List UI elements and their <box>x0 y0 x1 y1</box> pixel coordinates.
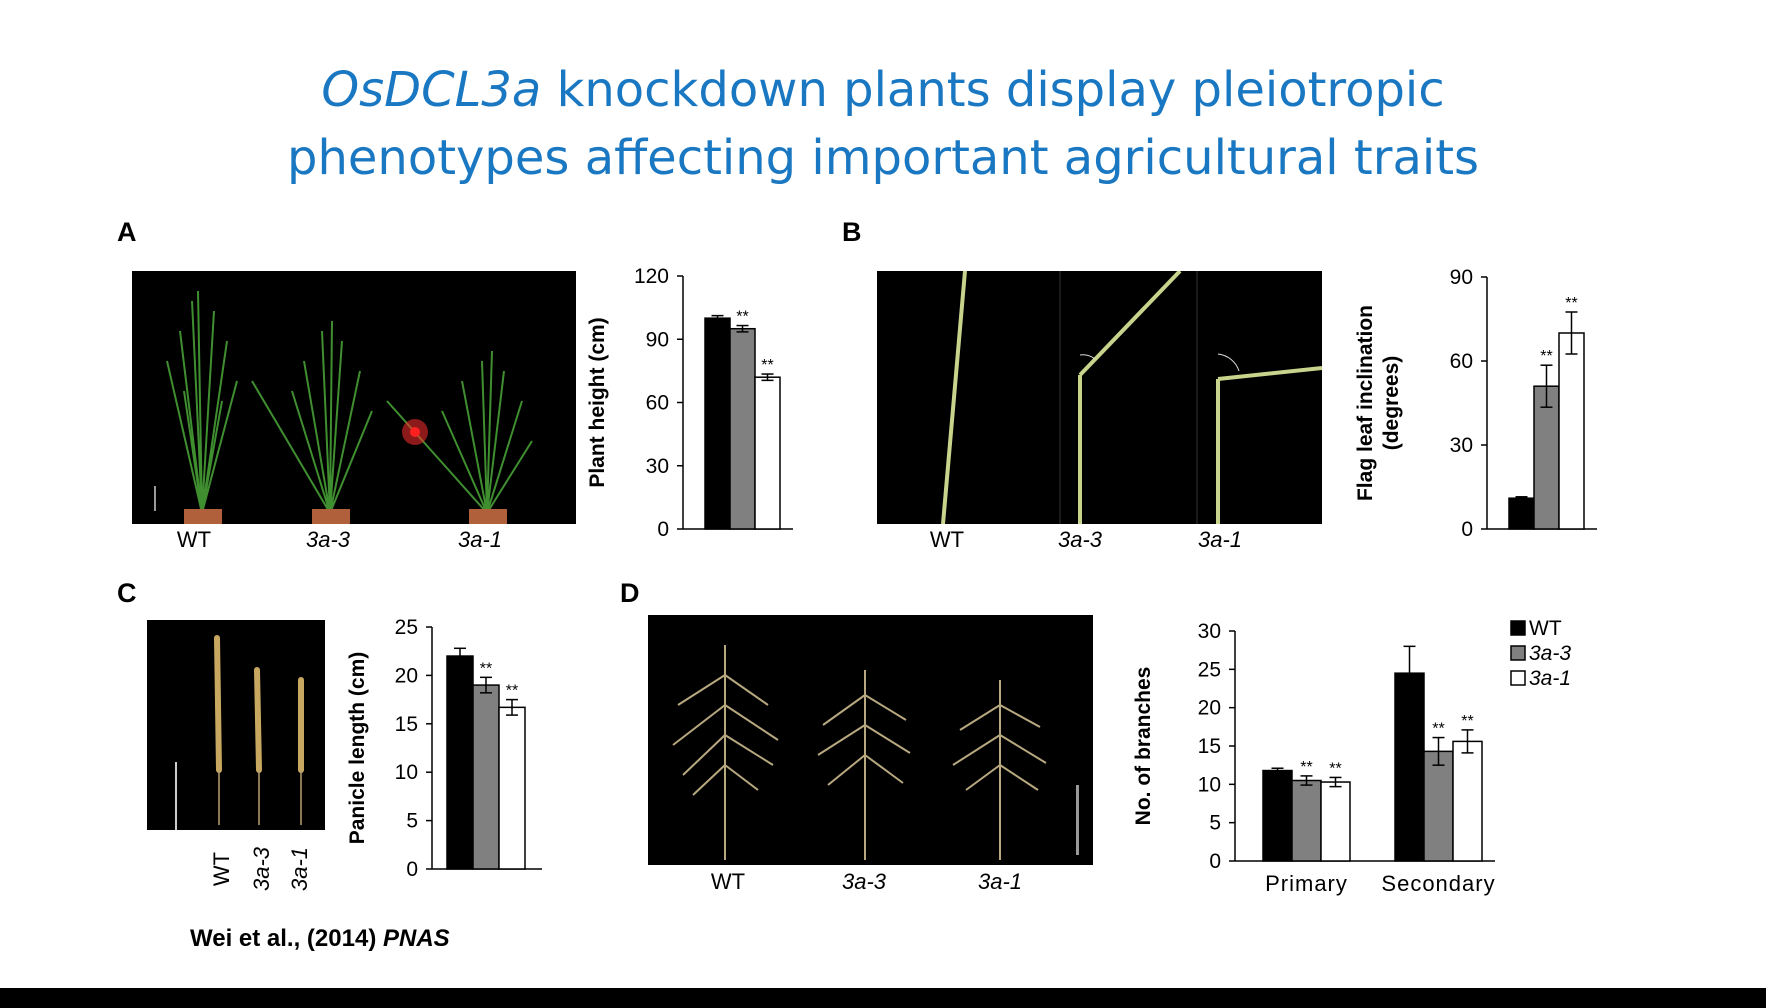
bar <box>446 655 474 870</box>
legend-swatch <box>1510 670 1526 686</box>
citation-authors: Wei et al., (2014) <box>190 925 383 952</box>
panicle-branches-image <box>672 645 1079 860</box>
y-tick-label: 20 <box>1198 697 1221 720</box>
caption-a-3a-3: 3a-3 <box>305 527 351 552</box>
y-axis-label-line-2: (degrees) <box>1380 356 1403 451</box>
significance-marker: ** <box>1300 759 1312 776</box>
significance-marker: ** <box>1461 713 1473 730</box>
caption-d-3a-1: 3a-1 <box>977 869 1023 894</box>
panel-label-a: A <box>117 217 137 247</box>
y-tick-label: 10 <box>1198 773 1221 796</box>
slide-title-line-1: OsDCL3a knockdown plants display pleiotr… <box>0 60 1766 120</box>
y-tick-label: 25 <box>1198 658 1221 681</box>
y-tick-label: 60 <box>646 392 669 415</box>
bar <box>1508 497 1535 530</box>
bar <box>1452 740 1483 862</box>
significance-marker: ** <box>761 357 773 374</box>
bar <box>1558 332 1585 530</box>
y-tick-label: 15 <box>1198 735 1221 758</box>
bottom-bar <box>0 988 1766 1008</box>
legend-label: WT <box>1529 617 1562 640</box>
caption-b-wt: WT <box>929 527 965 552</box>
y-tick-label: 15 <box>395 713 418 736</box>
y-tick-label: 0 <box>1209 850 1221 873</box>
y-tick-label: 10 <box>395 761 418 784</box>
y-tick-label: 0 <box>657 518 669 541</box>
bar <box>1394 672 1425 862</box>
y-tick-label: 90 <box>1450 266 1473 289</box>
caption-b-3a-3: 3a-3 <box>1057 527 1103 552</box>
legend-label: 3a-1 <box>1529 667 1571 690</box>
citation-journal: PNAS <box>382 925 450 952</box>
significance-marker: ** <box>1329 760 1341 777</box>
y-tick-label: 25 <box>395 616 418 639</box>
panicle-branches-photo-d <box>648 615 1093 865</box>
y-axis-label: No. of branches <box>1132 667 1155 826</box>
caption-d-3a-3: 3a-3 <box>841 869 887 894</box>
chart-panicle-length: 0 5 10 15 20 25 ** ** Panicle length (cm) <box>346 616 542 881</box>
y-tick-label: 5 <box>406 810 418 833</box>
bar <box>472 684 500 870</box>
y-tick-label: 120 <box>634 265 669 288</box>
bar <box>729 327 756 530</box>
caption-d-wt: WT <box>710 869 746 894</box>
x-category-label: Secondary <box>1381 871 1495 896</box>
caption-c-3a-1: 3a-1 <box>287 846 312 892</box>
caption-a-wt: WT <box>176 527 212 552</box>
y-axis-label: Plant height (cm) <box>586 317 609 487</box>
legend-swatch <box>1510 645 1526 661</box>
chart-flag-leaf-inclination: 0 30 60 90 ** ** Flag leaf inclination (degrees… <box>1354 266 1597 541</box>
panicle-photo-c <box>147 620 325 830</box>
y-tick-label: 5 <box>1209 812 1221 835</box>
plant-photo-a <box>132 271 576 524</box>
significance-marker: ** <box>506 683 518 700</box>
bar <box>1533 385 1560 530</box>
x-category-label: Primary <box>1265 871 1348 896</box>
caption-a-3a-1: 3a-1 <box>457 527 503 552</box>
significance-marker: ** <box>736 309 748 326</box>
panel-label-b: B <box>842 217 862 247</box>
caption-b-3a-1: 3a-1 <box>1197 527 1243 552</box>
caption-c-3a-3: 3a-3 <box>249 846 274 892</box>
y-tick-label: 30 <box>1198 620 1221 643</box>
y-tick-label: 30 <box>646 455 669 478</box>
flag-leaf-image <box>941 269 1323 525</box>
y-tick-label: 0 <box>406 858 418 881</box>
y-tick-label: 0 <box>1461 518 1473 541</box>
y-tick-label: 90 <box>646 328 669 351</box>
title-gene-name: OsDCL3a <box>321 62 542 118</box>
panel-label-d: D <box>620 578 640 608</box>
significance-marker: ** <box>1565 295 1577 312</box>
y-tick-label: 60 <box>1450 350 1473 373</box>
y-tick-label: 30 <box>1450 434 1473 457</box>
bar <box>498 706 526 870</box>
y-axis-label: Panicle length (cm) <box>346 652 369 845</box>
chart-plant-height: 0 30 60 90 120 ** ** Plant height (cm) <box>586 265 793 541</box>
panel-label-c: C <box>117 578 137 608</box>
bar <box>1423 750 1454 862</box>
chart-number-of-branches: 0 5 10 15 20 25 30 ** ** Primary ** ** Secondary No. … <box>1132 617 1571 896</box>
significance-marker: ** <box>480 660 492 677</box>
bar <box>704 317 731 530</box>
leaf-photo-b <box>877 269 1323 525</box>
caption-c-wt: WT <box>209 851 234 887</box>
bar <box>1291 779 1322 862</box>
legend-label: 3a-3 <box>1529 642 1571 665</box>
bar <box>754 376 781 530</box>
slide-title-line-2: phenotypes affecting important agricultu… <box>286 130 1480 186</box>
bar <box>1262 769 1293 862</box>
significance-marker: ** <box>1540 348 1552 365</box>
panicle-image <box>175 635 304 830</box>
title-rest: knockdown plants display pleiotropic <box>541 62 1445 118</box>
bar <box>1320 781 1351 862</box>
legend-swatch <box>1510 620 1526 636</box>
y-axis-label-line-1: Flag leaf inclination <box>1354 305 1377 501</box>
rice-plants-image <box>154 290 533 524</box>
y-tick-label: 20 <box>395 664 418 687</box>
citation: Wei et al., (2014) PNAS <box>190 925 450 953</box>
significance-marker: ** <box>1432 721 1444 738</box>
